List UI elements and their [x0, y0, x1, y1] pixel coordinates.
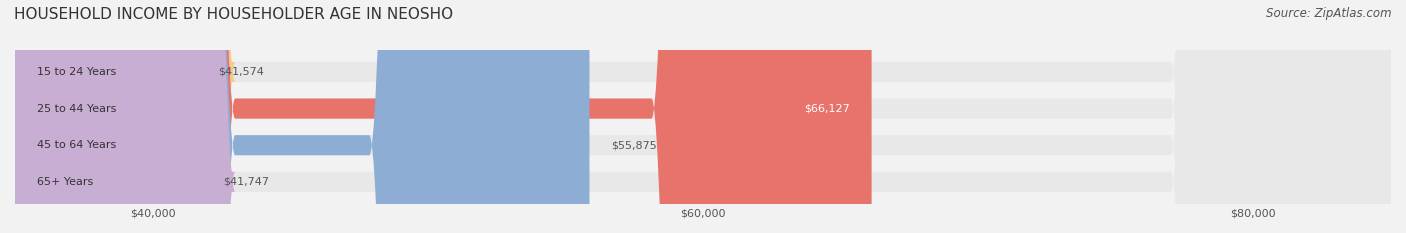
Text: $41,574: $41,574 — [218, 67, 264, 77]
FancyBboxPatch shape — [15, 0, 589, 233]
FancyBboxPatch shape — [15, 0, 872, 233]
FancyBboxPatch shape — [0, 0, 235, 233]
FancyBboxPatch shape — [15, 0, 1391, 233]
Text: $55,875: $55,875 — [612, 140, 657, 150]
FancyBboxPatch shape — [15, 0, 1391, 233]
Text: $41,747: $41,747 — [222, 177, 269, 187]
Text: 45 to 64 Years: 45 to 64 Years — [37, 140, 117, 150]
Text: HOUSEHOLD INCOME BY HOUSEHOLDER AGE IN NEOSHO: HOUSEHOLD INCOME BY HOUSEHOLDER AGE IN N… — [14, 7, 453, 22]
Text: Source: ZipAtlas.com: Source: ZipAtlas.com — [1267, 7, 1392, 20]
Text: 65+ Years: 65+ Years — [37, 177, 93, 187]
FancyBboxPatch shape — [0, 0, 235, 233]
FancyBboxPatch shape — [15, 0, 1391, 233]
Text: 15 to 24 Years: 15 to 24 Years — [37, 67, 117, 77]
FancyBboxPatch shape — [15, 0, 1391, 233]
Text: 25 to 44 Years: 25 to 44 Years — [37, 104, 117, 113]
Text: $66,127: $66,127 — [804, 104, 849, 113]
